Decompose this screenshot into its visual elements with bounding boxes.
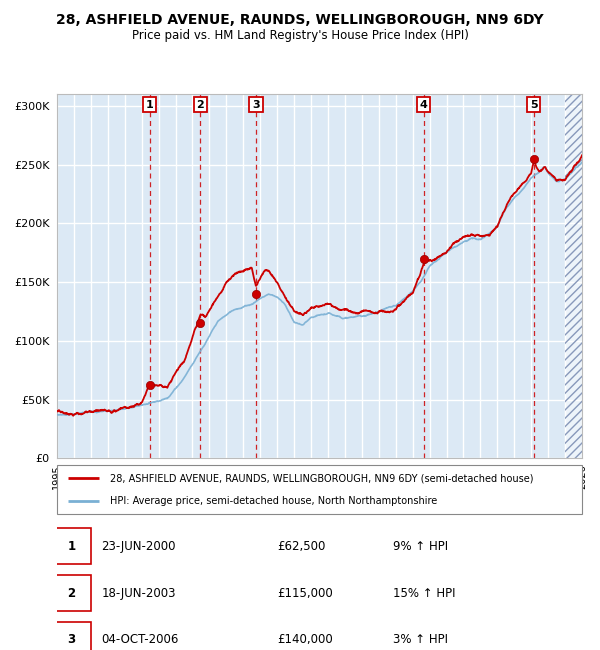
FancyBboxPatch shape bbox=[52, 622, 91, 650]
Text: 18-JUN-2003: 18-JUN-2003 bbox=[101, 586, 176, 599]
Text: 2: 2 bbox=[67, 586, 76, 599]
Text: £115,000: £115,000 bbox=[277, 586, 333, 599]
FancyBboxPatch shape bbox=[52, 528, 91, 564]
Text: 28, ASHFIELD AVENUE, RAUNDS, WELLINGBOROUGH, NN9 6DY: 28, ASHFIELD AVENUE, RAUNDS, WELLINGBORO… bbox=[56, 13, 544, 27]
Text: 3: 3 bbox=[67, 633, 76, 646]
Text: £62,500: £62,500 bbox=[277, 540, 326, 552]
Text: 2: 2 bbox=[196, 99, 204, 110]
Text: Price paid vs. HM Land Registry's House Price Index (HPI): Price paid vs. HM Land Registry's House … bbox=[131, 29, 469, 42]
Text: 4: 4 bbox=[420, 99, 428, 110]
Text: HPI: Average price, semi-detached house, North Northamptonshire: HPI: Average price, semi-detached house,… bbox=[110, 497, 437, 506]
Text: 3% ↑ HPI: 3% ↑ HPI bbox=[393, 633, 448, 646]
FancyBboxPatch shape bbox=[52, 575, 91, 611]
Text: 1: 1 bbox=[146, 99, 154, 110]
Text: £140,000: £140,000 bbox=[277, 633, 333, 646]
Text: 9% ↑ HPI: 9% ↑ HPI bbox=[393, 540, 448, 552]
Text: 15% ↑ HPI: 15% ↑ HPI bbox=[393, 586, 455, 599]
Text: 23-JUN-2000: 23-JUN-2000 bbox=[101, 540, 176, 552]
Bar bbox=[565, 94, 582, 458]
Text: 28, ASHFIELD AVENUE, RAUNDS, WELLINGBOROUGH, NN9 6DY (semi-detached house): 28, ASHFIELD AVENUE, RAUNDS, WELLINGBORO… bbox=[110, 473, 533, 484]
FancyBboxPatch shape bbox=[57, 465, 582, 514]
Text: 1: 1 bbox=[67, 540, 76, 552]
Text: 5: 5 bbox=[530, 99, 538, 110]
Text: 3: 3 bbox=[252, 99, 260, 110]
Text: 04-OCT-2006: 04-OCT-2006 bbox=[101, 633, 179, 646]
